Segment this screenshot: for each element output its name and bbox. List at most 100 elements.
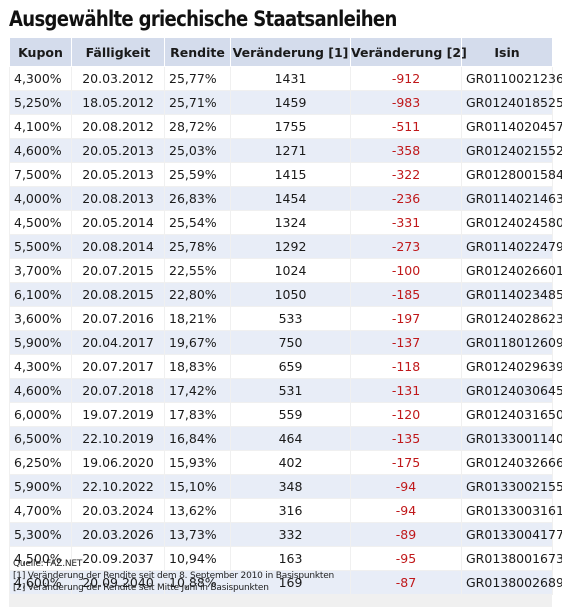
cell-rendite: 17,83%	[164, 402, 231, 427]
table-row: 4,000% 20.08.2013 26,83% 1454 -236 GR01140214…	[9, 186, 562, 211]
cell-veraenderung-1: 163	[230, 546, 351, 571]
cell-rendite: 15,10%	[164, 474, 231, 499]
cell-isin: GR0124032666	[461, 450, 562, 475]
cell-faelligkeit: 20.04.2017	[71, 330, 165, 355]
cell-veraenderung-2: -912	[350, 66, 462, 91]
cell-kupon: 5,500%	[9, 234, 72, 259]
cell-kupon: 4,600%	[9, 570, 72, 595]
cell-veraenderung-1: 402	[230, 450, 351, 475]
cell-faelligkeit: 20.05.2013	[71, 162, 165, 187]
table-row: 4,300% 20.03.2012 25,77% 1431 -912 GR01100212…	[9, 66, 562, 91]
cell-faelligkeit: 20.08.2013	[71, 186, 165, 211]
cell-veraenderung-2: -236	[350, 186, 462, 211]
cell-veraenderung-2: -135	[350, 426, 462, 451]
table-row: 5,900% 22.10.2022 15,10% 348 -94 GR0133002155	[9, 474, 562, 499]
cell-kupon: 4,300%	[9, 354, 72, 379]
cell-veraenderung-1: 1024	[230, 258, 351, 283]
footnotes: Quelle: FAZ.NET [1] Veränderung der Rend…	[13, 558, 334, 594]
cell-kupon: 6,100%	[9, 282, 72, 307]
cell-kupon: 5,900%	[9, 474, 72, 499]
cell-faelligkeit: 20.07.2015	[71, 258, 165, 283]
table-panel: Kupon Fälligkeit Rendite Veränderung [1]…	[9, 37, 562, 607]
cell-veraenderung-2: -197	[350, 306, 462, 331]
cell-rendite: 25,71%	[164, 90, 231, 115]
cell-kupon: 4,600%	[9, 138, 72, 163]
cell-kupon: 4,500%	[9, 210, 72, 235]
cell-kupon: 4,500%	[9, 546, 72, 571]
cell-faelligkeit: 20.07.2018	[71, 378, 165, 403]
cell-veraenderung-2: -118	[350, 354, 462, 379]
cell-faelligkeit: 18.05.2012	[71, 90, 165, 115]
table-row: 6,500% 22.10.2019 16,84% 464 -135 GR013300114…	[9, 426, 562, 451]
cell-isin: GR0110021236	[461, 66, 562, 91]
cell-isin: GR0133001140	[461, 426, 562, 451]
cell-rendite: 15,93%	[164, 450, 231, 475]
cell-veraenderung-1: 659	[230, 354, 351, 379]
cell-rendite: 25,03%	[164, 138, 231, 163]
table-header: Kupon Fälligkeit Rendite Veränderung [1]…	[9, 37, 553, 67]
cell-kupon: 5,300%	[9, 522, 72, 547]
cell-veraenderung-2: -87	[350, 570, 462, 595]
cell-rendite: 19,67%	[164, 330, 231, 355]
header-isin: Isin	[461, 37, 553, 67]
cell-veraenderung-1: 316	[230, 498, 351, 523]
cell-rendite: 25,78%	[164, 234, 231, 259]
cell-isin: GR0133004177	[461, 522, 562, 547]
cell-faelligkeit: 20.08.2015	[71, 282, 165, 307]
header-veraenderung-1: Veränderung [1]	[230, 37, 351, 67]
cell-faelligkeit: 20.07.2017	[71, 354, 165, 379]
cell-faelligkeit: 20.07.2016	[71, 306, 165, 331]
cell-rendite: 25,54%	[164, 210, 231, 235]
cell-veraenderung-1: 1050	[230, 282, 351, 307]
cell-isin: GR0124029639	[461, 354, 562, 379]
footnote-2: [2] Veränderung der Rendite seit Mitte J…	[13, 583, 269, 593]
cell-veraenderung-2: -100	[350, 258, 462, 283]
page-title: Ausgewählte griechische Staatsanleihen	[9, 7, 397, 31]
cell-isin: GR0133002155	[461, 474, 562, 499]
cell-isin: GR0128001584	[461, 162, 562, 187]
cell-veraenderung-1: 348	[230, 474, 351, 499]
cell-faelligkeit: 22.10.2022	[71, 474, 165, 499]
cell-veraenderung-2: -89	[350, 522, 462, 547]
cell-veraenderung-2: -95	[350, 546, 462, 571]
cell-faelligkeit: 20.08.2012	[71, 114, 165, 139]
table-row: 7,500% 20.05.2013 25,59% 1415 -322 GR01280015…	[9, 162, 562, 187]
cell-veraenderung-1: 1415	[230, 162, 351, 187]
header-veraenderung-2: Veränderung [2]	[350, 37, 467, 67]
cell-kupon: 5,250%	[9, 90, 72, 115]
table-row: 6,000% 19.07.2019 17,83% 559 -120 GR012403165…	[9, 402, 562, 427]
header-row: Kupon Fälligkeit Rendite Veränderung [1]…	[9, 37, 553, 67]
cell-kupon: 3,600%	[9, 306, 72, 331]
cell-veraenderung-2: -131	[350, 378, 462, 403]
cell-faelligkeit: 20.03.2026	[71, 522, 165, 547]
cell-kupon: 5,900%	[9, 330, 72, 355]
cell-veraenderung-2: -137	[350, 330, 462, 355]
cell-veraenderung-2: -120	[350, 402, 462, 427]
cell-rendite: 13,62%	[164, 498, 231, 523]
cell-faelligkeit: 20.03.2012	[71, 66, 165, 91]
cell-isin: GR0124031650	[461, 402, 562, 427]
table-row: 5,250% 18.05.2012 25,71% 1459 -983 GR01240185…	[9, 90, 562, 115]
table-row: 5,300% 20.03.2026 13,73% 332 -89 GR0133004177	[9, 522, 562, 547]
cell-isin: GR0114020457	[461, 114, 562, 139]
cell-kupon: 7,500%	[9, 162, 72, 187]
cell-faelligkeit: 22.10.2019	[71, 426, 165, 451]
cell-isin: GR0114021463	[461, 186, 562, 211]
cell-veraenderung-1: 464	[230, 426, 351, 451]
header-kupon: Kupon	[9, 37, 72, 67]
cell-isin: GR0138002689	[461, 570, 562, 595]
table-row: 4,600% 20.09.2040 10,88% 169 -87 GR0138002689	[9, 570, 562, 595]
cell-veraenderung-2: -273	[350, 234, 462, 259]
cell-veraenderung-1: 559	[230, 402, 351, 427]
cell-veraenderung-2: -358	[350, 138, 462, 163]
cell-kupon: 4,600%	[9, 378, 72, 403]
cell-rendite: 13,73%	[164, 522, 231, 547]
cell-faelligkeit: 20.05.2014	[71, 210, 165, 235]
cell-rendite: 22,55%	[164, 258, 231, 283]
table-row: 4,600% 20.07.2018 17,42% 531 -131 GR012403064…	[9, 378, 562, 403]
table-row: 6,250% 19.06.2020 15,93% 402 -175 GR012403266…	[9, 450, 562, 475]
table-row: 4,300% 20.07.2017 18,83% 659 -118 GR012402963…	[9, 354, 562, 379]
cell-kupon: 6,250%	[9, 450, 72, 475]
cell-rendite: 16,84%	[164, 426, 231, 451]
